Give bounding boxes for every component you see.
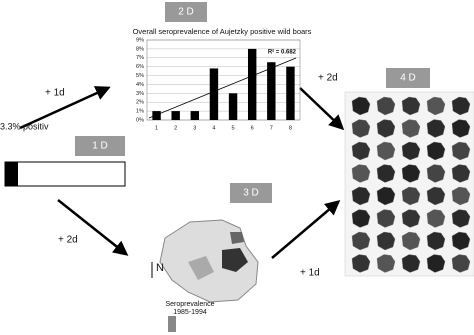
progress-bar bbox=[4, 161, 126, 187]
mini-map bbox=[426, 141, 446, 161]
mini-map bbox=[426, 231, 446, 251]
bar bbox=[228, 93, 238, 120]
mini-map bbox=[401, 96, 421, 116]
mini-map bbox=[401, 164, 421, 183]
mini-map bbox=[426, 119, 446, 138]
arrow bbox=[57, 199, 129, 256]
y-tick-label: 3% bbox=[136, 91, 144, 97]
y-tick-label: 8% bbox=[136, 46, 144, 52]
bar bbox=[171, 111, 180, 120]
mini-map bbox=[401, 231, 421, 251]
bar bbox=[190, 111, 200, 120]
mini-map bbox=[376, 186, 396, 206]
mini-map bbox=[401, 186, 421, 206]
mini-map bbox=[426, 186, 446, 206]
mini-map bbox=[376, 96, 396, 116]
north-label: N bbox=[156, 262, 164, 274]
x-tick-label: 8 bbox=[289, 125, 292, 131]
y-tick-label: 2% bbox=[136, 100, 144, 106]
x-tick-label: 4 bbox=[212, 125, 215, 131]
mini-map bbox=[451, 209, 471, 228]
x-tick-label: 6 bbox=[251, 125, 254, 131]
step-box bbox=[230, 183, 272, 203]
bar bbox=[267, 62, 276, 120]
x-tick-label: 1 bbox=[155, 125, 158, 131]
y-tick-label: 9% bbox=[136, 37, 144, 43]
mini-map bbox=[376, 141, 396, 161]
mini-map bbox=[351, 164, 371, 183]
y-tick-label: 0% bbox=[136, 117, 144, 123]
legend-period: 1985-1994 bbox=[173, 309, 207, 316]
y-tick-label: 4% bbox=[136, 82, 144, 88]
bar bbox=[247, 48, 257, 121]
legend-title: Seroprevalence bbox=[165, 301, 214, 308]
mini-map bbox=[401, 254, 421, 273]
mini-map bbox=[376, 254, 396, 273]
bar bbox=[152, 111, 161, 120]
bar bbox=[286, 66, 295, 120]
mini-map bbox=[426, 164, 446, 183]
mini-map bbox=[376, 231, 396, 251]
progress-fill bbox=[5, 162, 18, 186]
transition-label: + 1d bbox=[45, 88, 65, 99]
step-label: 3 D bbox=[243, 188, 259, 199]
step-box bbox=[165, 2, 207, 22]
map-area bbox=[230, 232, 244, 244]
mini-map bbox=[376, 119, 396, 138]
mini-map bbox=[426, 96, 446, 116]
mini-map bbox=[351, 231, 371, 251]
chart-title: Overall seroprevalence of Aujetzky posit… bbox=[133, 27, 312, 36]
x-tick-label: 2 bbox=[174, 125, 177, 131]
mini-map bbox=[376, 209, 396, 228]
transition-label: + 1d bbox=[300, 268, 320, 279]
step-label: 2 D bbox=[178, 7, 194, 18]
map-area bbox=[188, 256, 214, 280]
arrow bbox=[299, 87, 345, 131]
start-label: 3.3% positiv bbox=[0, 121, 49, 131]
annotation: R² = 0.682 bbox=[268, 49, 297, 56]
step-box bbox=[75, 136, 125, 156]
mini-map bbox=[451, 119, 471, 138]
bar bbox=[209, 68, 219, 120]
step-label: 1 D bbox=[92, 141, 108, 152]
map-hotspot bbox=[222, 248, 248, 272]
mini-map bbox=[451, 164, 471, 183]
mini-map bbox=[351, 186, 371, 206]
mini-map bbox=[426, 254, 446, 273]
mini-map bbox=[401, 209, 421, 228]
mini-map bbox=[451, 96, 471, 116]
mini-map bbox=[451, 141, 471, 161]
mini-map bbox=[351, 119, 371, 138]
mini-map bbox=[351, 209, 371, 228]
mini-map bbox=[451, 254, 471, 273]
y-tick-label: 6% bbox=[136, 64, 144, 70]
y-tick-label: 7% bbox=[136, 55, 144, 61]
mini-map bbox=[451, 231, 471, 251]
transition-label: + 2d bbox=[58, 235, 78, 246]
bar-chart: 0% 1% 2% 3% 4% 5% 6% 7% 8% 9% 1 2 3 4 5 6 7 8 R² = 0.682 bbox=[136, 37, 301, 131]
map-grid bbox=[344, 91, 474, 277]
mini-map bbox=[376, 164, 396, 183]
mini-map bbox=[351, 254, 371, 273]
mini-map bbox=[401, 141, 421, 161]
mini-map bbox=[351, 141, 371, 161]
step-label: 4 D bbox=[400, 73, 416, 84]
mini-map bbox=[451, 186, 471, 206]
mini-map bbox=[426, 209, 446, 228]
arrow bbox=[19, 86, 111, 130]
x-tick-label: 7 bbox=[270, 125, 273, 131]
legend-swatch bbox=[168, 316, 176, 332]
mini-map bbox=[401, 119, 421, 138]
y-tick-label: 5% bbox=[136, 73, 144, 79]
step-box bbox=[386, 68, 430, 88]
trend-line bbox=[148, 57, 297, 119]
mini-map bbox=[351, 96, 371, 116]
y-tick-label: 1% bbox=[136, 109, 144, 115]
arrow bbox=[271, 200, 341, 259]
transition-label: + 2d bbox=[318, 73, 338, 84]
x-tick-label: 5 bbox=[232, 125, 235, 131]
plot-frame bbox=[146, 39, 301, 121]
x-tick-label: 3 bbox=[193, 125, 196, 131]
